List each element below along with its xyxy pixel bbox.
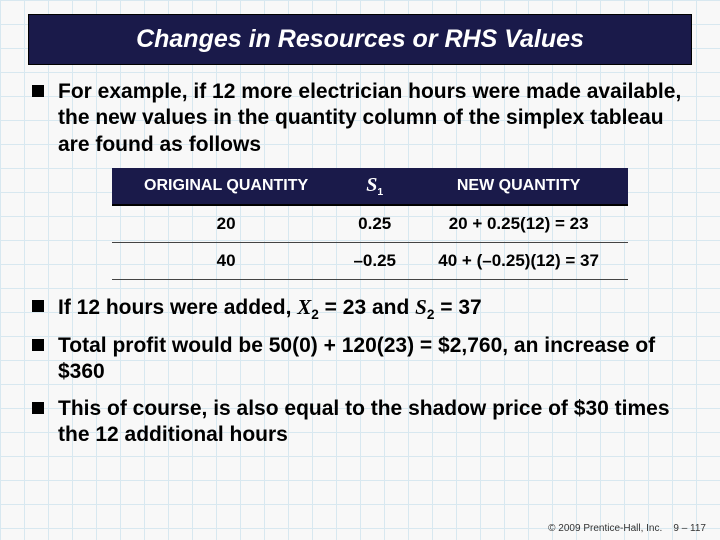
slide: Changes in Resources or RHS Values For e…: [0, 0, 720, 540]
col-original-qty: ORIGINAL QUANTITY: [112, 168, 340, 205]
slide-body: For example, if 12 more electrician hour…: [28, 79, 692, 448]
slide-title: Changes in Resources or RHS Values: [43, 25, 677, 54]
cell-s1: –0.25: [340, 242, 409, 279]
page-number: 9 – 117: [673, 523, 706, 534]
text-fragment: = 23 and: [319, 296, 415, 319]
bullet-text-3: Total profit would be 50(0) + 120(23) = …: [58, 333, 688, 386]
table-header-row: ORIGINAL QUANTITY S1 NEW QUANTITY: [112, 168, 628, 205]
cell-s1: 0.25: [340, 205, 409, 243]
col-new-qty: NEW QUANTITY: [409, 168, 628, 205]
bullet-text-4: This of course, is also equal to the sha…: [58, 396, 688, 449]
bullet-text-1: For example, if 12 more electrician hour…: [58, 79, 688, 158]
bullet-item: For example, if 12 more electrician hour…: [32, 79, 688, 158]
cell-orig-qty: 40: [112, 242, 340, 279]
square-bullet-icon: [32, 300, 44, 312]
col-s1: S1: [340, 168, 409, 205]
square-bullet-icon: [32, 85, 44, 97]
var-s: S: [415, 295, 427, 319]
text-fragment: If 12 hours were added,: [58, 296, 297, 319]
s-subscript: 1: [377, 187, 383, 198]
s-symbol: S: [366, 174, 377, 196]
bullet-text-2: If 12 hours were added, X2 = 23 and S2 =…: [58, 294, 482, 323]
table-row: 20 0.25 20 + 0.25(12) = 23: [112, 205, 628, 243]
title-bar: Changes in Resources or RHS Values: [28, 14, 692, 65]
cell-new-qty: 20 + 0.25(12) = 23: [409, 205, 628, 243]
cell-orig-qty: 20: [112, 205, 340, 243]
square-bullet-icon: [32, 402, 44, 414]
cell-new-qty: 40 + (–0.25)(12) = 37: [409, 242, 628, 279]
bullet-item: Total profit would be 50(0) + 120(23) = …: [32, 333, 688, 386]
bullet-item: If 12 hours were added, X2 = 23 and S2 =…: [32, 294, 688, 323]
copyright-text: © 2009 Prentice-Hall, Inc.: [548, 523, 662, 534]
slide-footer: © 2009 Prentice-Hall, Inc. 9 – 117: [548, 523, 706, 534]
table-row: 40 –0.25 40 + (–0.25)(12) = 37: [112, 242, 628, 279]
var-x: X: [297, 295, 311, 319]
var-x-sub: 2: [311, 307, 319, 322]
square-bullet-icon: [32, 339, 44, 351]
table: ORIGINAL QUANTITY S1 NEW QUANTITY 20 0.2…: [112, 168, 628, 280]
table-body: 20 0.25 20 + 0.25(12) = 23 40 –0.25 40 +…: [112, 205, 628, 280]
text-fragment: = 37: [434, 296, 481, 319]
bullet-item: This of course, is also equal to the sha…: [32, 396, 688, 449]
simplex-table: ORIGINAL QUANTITY S1 NEW QUANTITY 20 0.2…: [112, 168, 628, 280]
